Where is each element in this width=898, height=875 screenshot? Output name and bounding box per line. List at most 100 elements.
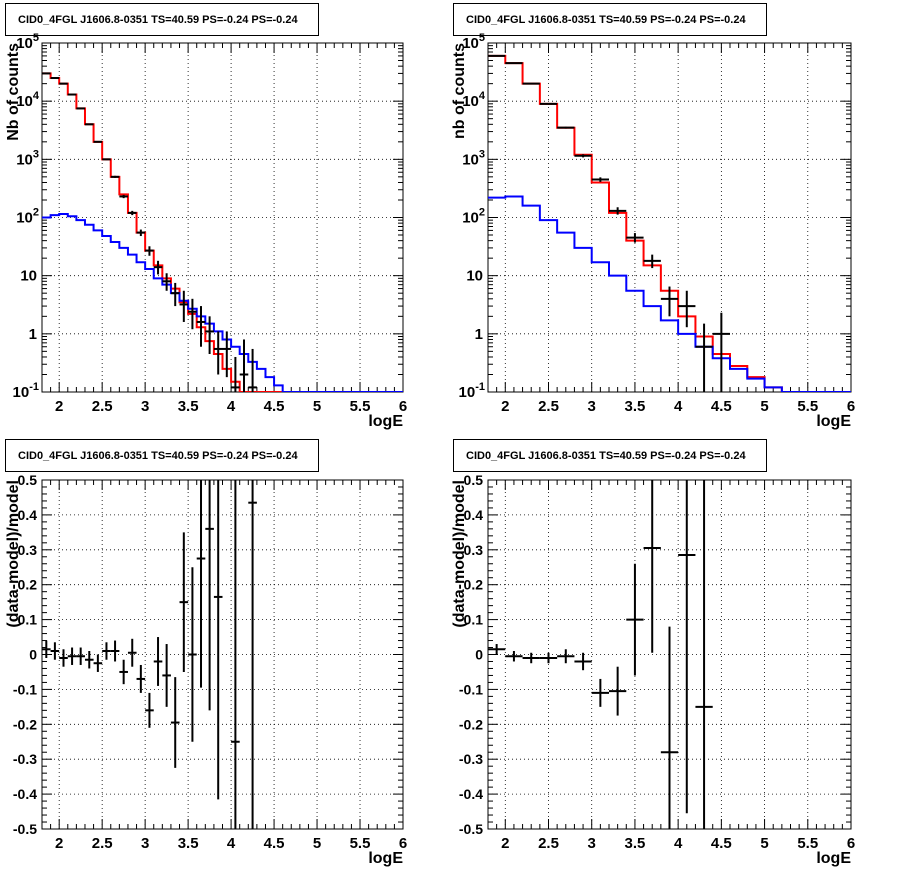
- model-total-step-line: [42, 72, 403, 392]
- x-tick-label: 3.5: [624, 398, 645, 415]
- data-layer: [42, 480, 257, 829]
- x-tick-label: 4.5: [711, 835, 732, 852]
- x-tick-label: 4.5: [711, 398, 732, 415]
- y-tick-label: -0.1: [13, 681, 37, 697]
- y-axis-label: Nb of counts: [5, 43, 22, 141]
- title-box: [453, 3, 767, 36]
- chart-title: CID0_4FGL J1606.8-0351 TS=40.59 PS=-0.24…: [18, 14, 298, 26]
- y-tick-label: 0.3: [464, 542, 484, 558]
- y-tick-label: 104: [16, 90, 40, 110]
- x-tick-label: 4.5: [264, 398, 285, 415]
- x-tick-label: 3.5: [178, 398, 199, 415]
- x-tick-label: 2.5: [92, 835, 113, 852]
- y-tick-label: 0: [475, 647, 483, 663]
- x-tick-label: 2.5: [92, 398, 113, 415]
- y-tick-label: 0: [29, 647, 37, 663]
- x-tick-label: 3: [141, 398, 149, 415]
- x-tick-label: 4: [674, 398, 683, 415]
- x-tick-label: 3.5: [178, 835, 199, 852]
- x-tick-label: 4: [227, 835, 236, 852]
- title-box: [453, 439, 767, 472]
- panel-top-right-counts: CID0_4FGL J1606.8-0351 TS=40.59 PS=-0.24…: [451, 3, 855, 430]
- model-source-step-line: [42, 212, 403, 392]
- model-source-step-line: [488, 195, 851, 392]
- x-tick-label: 3: [588, 835, 596, 852]
- y-tick-label: -0.1: [459, 681, 483, 697]
- y-tick-label: 1: [475, 326, 483, 343]
- y-axis-label: (data-model)/model: [5, 480, 22, 628]
- x-tick-label: 2: [55, 398, 63, 415]
- y-tick-label: -0.4: [459, 786, 483, 802]
- chart-title: CID0_4FGL J1606.8-0351 TS=40.59 PS=-0.24…: [466, 14, 746, 26]
- x-axis-label: logE: [816, 850, 851, 867]
- x-axis-label: logE: [816, 413, 851, 430]
- y-axis-label: nb of counts: [451, 43, 468, 139]
- x-tick-label: 5.5: [797, 835, 818, 852]
- chart-title: CID0_4FGL J1606.8-0351 TS=40.59 PS=-0.24…: [466, 450, 746, 462]
- y-tick-label: 102: [16, 207, 39, 227]
- axis-ticks: [41, 42, 404, 393]
- x-tick-label: 2: [501, 398, 509, 415]
- x-tick-label: 6: [847, 398, 855, 415]
- axis-ticks: [487, 42, 852, 393]
- y-tick-label: 102: [462, 207, 485, 227]
- data-layer: [488, 480, 713, 829]
- panel-bottom-left-residuals: CID0_4FGL J1606.8-0351 TS=40.59 PS=-0.24…: [5, 439, 407, 867]
- y-tick-label: 0.1: [464, 612, 484, 628]
- x-tick-label: 5.5: [350, 398, 371, 415]
- y-tick-label: -0.3: [459, 751, 483, 767]
- x-tick-label: 5: [313, 398, 321, 415]
- data-layer: [42, 72, 403, 392]
- y-tick-label: 10-1: [13, 381, 39, 401]
- y-tick-label: 103: [16, 148, 39, 168]
- x-tick-label: 5: [313, 835, 321, 852]
- grid-lines: [42, 480, 403, 829]
- y-tick-label: 0.1: [18, 612, 38, 628]
- x-tick-label: 5: [760, 398, 768, 415]
- x-tick-label: 3.5: [624, 835, 645, 852]
- y-tick-label: 0.2: [464, 577, 484, 593]
- axis-ticks: [487, 479, 852, 830]
- title-box: [5, 3, 319, 36]
- y-tick-label: 103: [462, 148, 485, 168]
- x-tick-label: 2: [55, 835, 63, 852]
- x-tick-label: 4.5: [264, 835, 285, 852]
- y-tick-label: 0.4: [18, 507, 38, 523]
- y-tick-label: -0.2: [459, 716, 483, 732]
- y-tick-label: 1: [29, 326, 37, 343]
- y-tick-label: 0.2: [18, 577, 38, 593]
- x-tick-label: 6: [399, 398, 407, 415]
- y-tick-label: -0.5: [13, 821, 37, 837]
- x-axis-label: logE: [368, 413, 403, 430]
- x-axis-label: logE: [368, 850, 403, 867]
- y-tick-label: 10: [20, 268, 37, 285]
- x-tick-label: 2.5: [538, 835, 559, 852]
- y-tick-label: 105: [462, 32, 485, 52]
- x-tick-label: 2: [501, 835, 509, 852]
- x-tick-label: 3: [141, 835, 149, 852]
- grid-lines: [42, 43, 403, 392]
- x-tick-label: 5.5: [350, 835, 371, 852]
- y-axis-label: (data-model)/model: [451, 480, 468, 628]
- x-tick-label: 4: [674, 835, 683, 852]
- y-tick-label: 10-1: [459, 381, 485, 401]
- x-tick-label: 5.5: [797, 398, 818, 415]
- y-tick-label: -0.4: [13, 786, 37, 802]
- x-tick-label: 6: [847, 835, 855, 852]
- y-tick-label: -0.3: [13, 751, 37, 767]
- data-layer: [488, 54, 851, 392]
- y-tick-label: 10: [466, 268, 483, 285]
- y-tick-label: 0.5: [18, 472, 38, 488]
- y-tick-label: 0.5: [464, 472, 484, 488]
- chart-title: CID0_4FGL J1606.8-0351 TS=40.59 PS=-0.24…: [18, 450, 298, 462]
- panel-bottom-right-residuals: CID0_4FGL J1606.8-0351 TS=40.59 PS=-0.24…: [451, 439, 855, 867]
- x-tick-label: 6: [399, 835, 407, 852]
- y-tick-label: -0.2: [13, 716, 37, 732]
- y-tick-label: 0.4: [464, 507, 484, 523]
- x-tick-label: 4: [227, 398, 236, 415]
- x-tick-label: 2.5: [538, 398, 559, 415]
- y-tick-label: 104: [462, 90, 486, 110]
- y-tick-label: 0.3: [18, 542, 38, 558]
- x-tick-label: 3: [588, 398, 596, 415]
